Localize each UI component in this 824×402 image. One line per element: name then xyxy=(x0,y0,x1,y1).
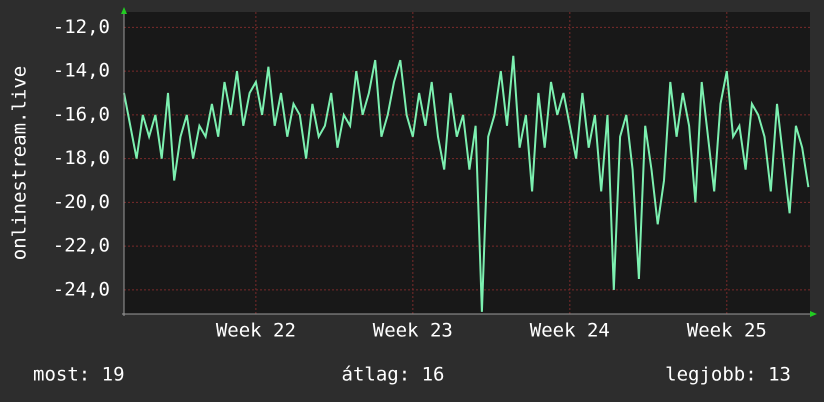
x-tick-label: Week 25 xyxy=(687,320,767,342)
footer-current: most: 19 xyxy=(33,364,125,386)
x-tick-label: Week 22 xyxy=(216,320,296,342)
y-tick-label: -14,0 xyxy=(53,60,110,82)
line-series xyxy=(123,55,810,312)
y-tick-label: -20,0 xyxy=(53,191,110,213)
plot-area xyxy=(124,12,810,314)
y-tick-label: -24,0 xyxy=(53,278,110,300)
y-tick-label: -18,0 xyxy=(53,147,110,169)
y-tick-label: -16,0 xyxy=(53,103,110,125)
y-arrow xyxy=(121,7,127,14)
y-tick-label: -22,0 xyxy=(53,235,110,257)
footer-average: átlag: 16 xyxy=(342,364,445,386)
x-arrow xyxy=(810,311,817,317)
x-tick-label: Week 24 xyxy=(530,320,610,342)
x-tick-label: Week 23 xyxy=(373,320,453,342)
y-tick-label: -12,0 xyxy=(53,16,110,38)
y-axis-label: onlinestream.live xyxy=(9,66,31,260)
footer-best: legjobb: 13 xyxy=(665,364,791,386)
marks xyxy=(123,55,810,312)
